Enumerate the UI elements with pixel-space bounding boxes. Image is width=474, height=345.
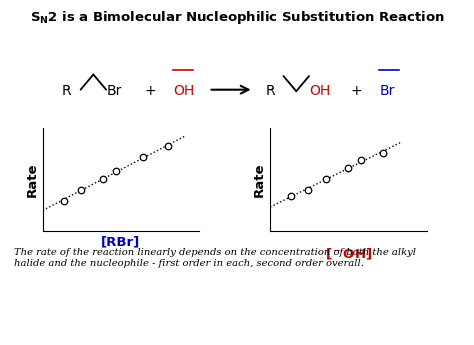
- Point: [305, 187, 312, 193]
- Point: [345, 165, 352, 171]
- Text: [$^-$OH]: [$^-$OH]: [325, 247, 372, 262]
- Point: [140, 154, 147, 160]
- Text: OH: OH: [309, 84, 330, 98]
- Point: [100, 176, 107, 181]
- Point: [379, 150, 387, 156]
- Text: The rate of the reaction linearly depends on the concentration of both the alkyl: The rate of the reaction linearly depend…: [14, 248, 416, 268]
- Text: +: +: [145, 84, 156, 98]
- Point: [77, 187, 85, 193]
- Point: [287, 194, 295, 199]
- Text: Br: Br: [379, 84, 394, 98]
- Text: OH: OH: [173, 84, 194, 98]
- Text: R: R: [265, 84, 275, 98]
- Y-axis label: Rate: Rate: [253, 162, 266, 197]
- Point: [164, 144, 172, 149]
- Point: [357, 158, 365, 163]
- Point: [322, 176, 329, 181]
- Y-axis label: Rate: Rate: [26, 162, 38, 197]
- Text: R: R: [62, 84, 71, 98]
- Text: +: +: [351, 84, 363, 98]
- Text: $\mathbf{S_N}$$\mathbf{2}$ is a Bimolecular Nucleophilic Substitution Reaction: $\mathbf{S_N}$$\mathbf{2}$ is a Bimolecu…: [30, 9, 444, 26]
- Text: Br: Br: [106, 84, 121, 98]
- Point: [112, 168, 119, 174]
- X-axis label: [RBr]: [RBr]: [101, 235, 140, 248]
- Point: [60, 198, 67, 204]
